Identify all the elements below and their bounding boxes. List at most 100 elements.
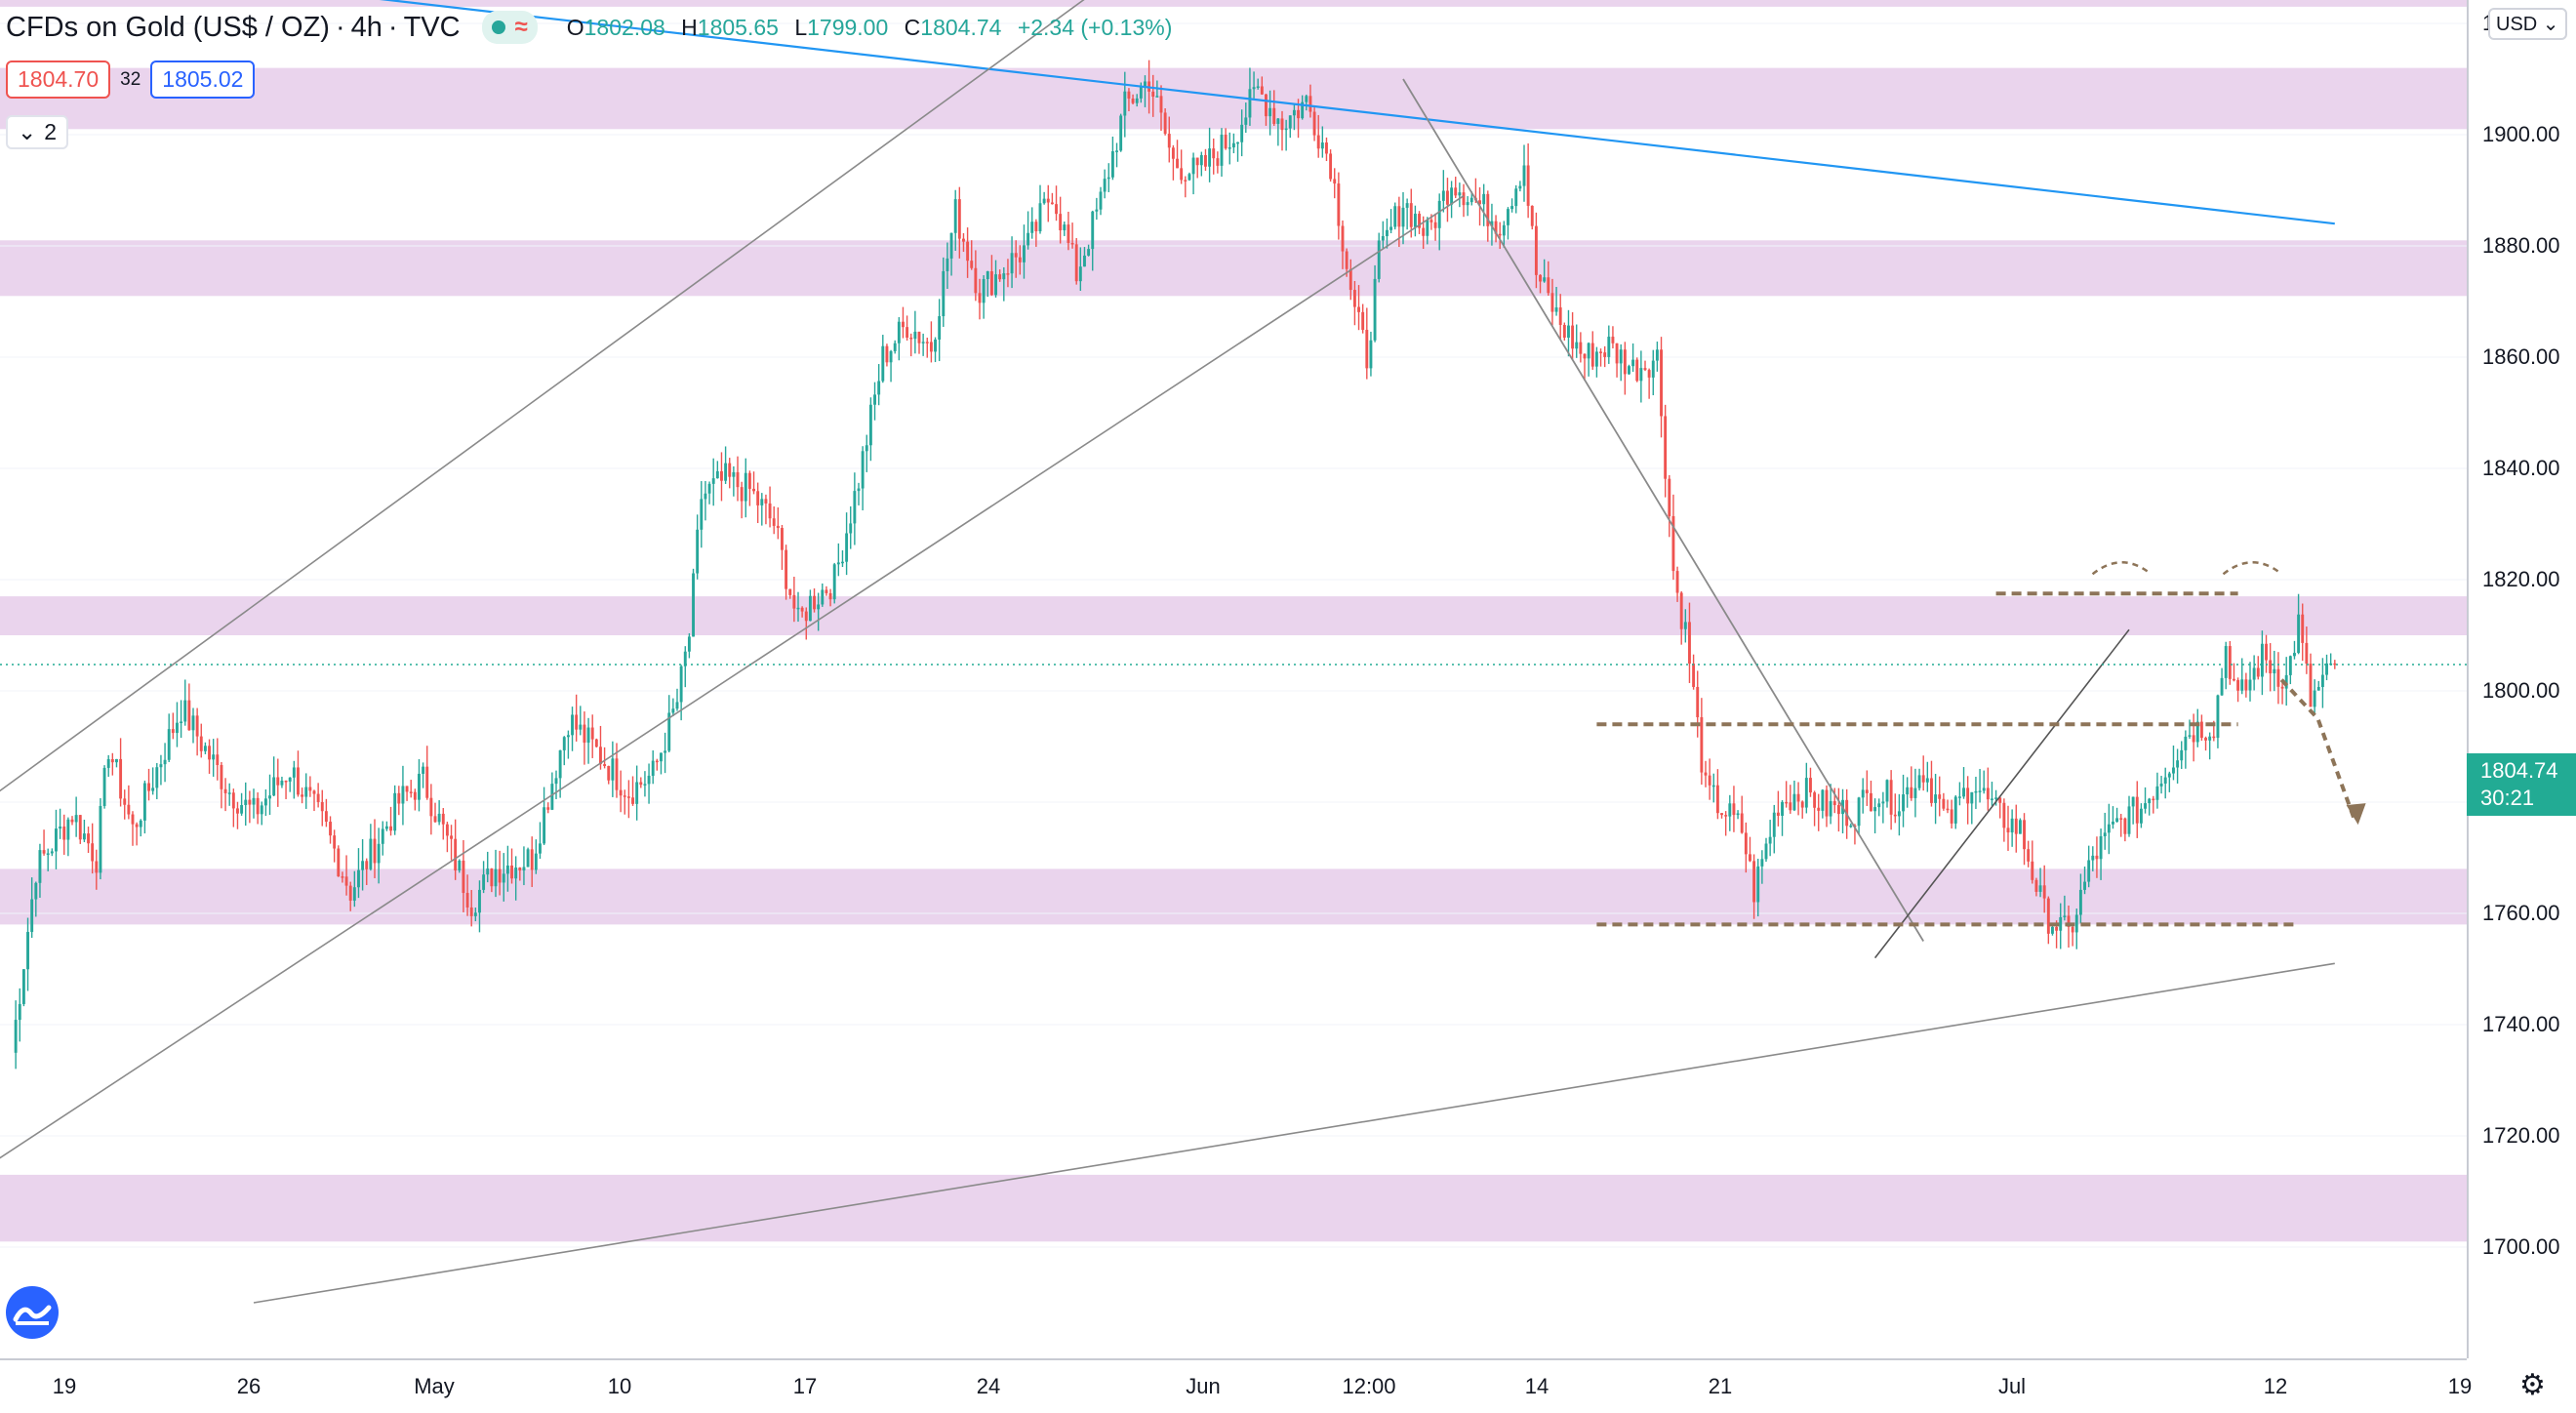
candle-body-373 <box>1514 188 1518 207</box>
symbol-title[interactable]: CFDs on Gold (US$ / OZ) <box>6 11 330 43</box>
candle-body-65 <box>272 777 276 796</box>
zone-5 <box>0 1174 2467 1242</box>
candle-body-376 <box>1526 165 1530 206</box>
candle-body-317 <box>1288 115 1292 129</box>
candle-body-301 <box>1224 135 1228 149</box>
candle-body-375 <box>1522 165 1526 186</box>
candle-body-536 <box>2172 767 2175 774</box>
close-label: C <box>904 14 921 40</box>
double-top-arc-right <box>2222 561 2283 576</box>
candle-body-43 <box>183 700 187 722</box>
candle-body-57 <box>240 805 244 814</box>
candle-body-123 <box>505 865 509 874</box>
candle-body-563 <box>2280 686 2284 689</box>
time-axis[interactable]: 19 26 May 10 17 24 Jun 12:00 14 21 Jul 12 19 <box>0 1358 2472 1413</box>
candle-body-393 <box>1594 351 1598 367</box>
candle-body-265 <box>1078 266 1082 282</box>
candle-body-338 <box>1373 278 1377 341</box>
candle-body-253 <box>1030 222 1034 233</box>
candle-body-270 <box>1099 191 1103 210</box>
candle-body-509 <box>2063 915 2067 917</box>
candle-body-226 <box>921 342 925 343</box>
candle-body-15 <box>70 819 74 823</box>
candle-body-86 <box>357 869 360 888</box>
interval-label[interactable]: 4h <box>350 11 382 43</box>
candle-body-2 <box>18 1003 21 1021</box>
candle-body-155 <box>635 782 639 804</box>
candle-body-109 <box>450 835 453 839</box>
candle-body-543 <box>2199 721 2203 739</box>
candle-body-132 <box>543 807 546 844</box>
candle-body-81 <box>337 848 341 877</box>
candle-body-84 <box>348 885 352 901</box>
candle-body-320 <box>1301 101 1305 119</box>
candle-body-477 <box>1934 794 1938 803</box>
candle-body-364 <box>1478 200 1481 205</box>
zone-2 <box>0 240 2467 297</box>
candle-body-480 <box>1946 808 1950 811</box>
candle-body-280 <box>1139 86 1143 99</box>
price-tick-3: 1760.00 <box>2482 901 2560 925</box>
candle-body-351 <box>1426 220 1429 236</box>
candle-body-133 <box>546 807 550 810</box>
candle-body-161 <box>660 752 663 762</box>
candle-body-468 <box>1897 811 1901 817</box>
tradingview-logo-icon[interactable] <box>6 1286 59 1339</box>
candle-body-201 <box>821 589 825 605</box>
delayed-data-icon: ≈ <box>514 14 528 40</box>
candle-body-261 <box>1063 224 1067 231</box>
candle-body-74 <box>308 787 312 791</box>
candle-body-16 <box>74 815 78 823</box>
candle-body-126 <box>518 868 522 871</box>
candle-body-456 <box>1849 825 1853 828</box>
market-status-pill[interactable]: ≈ <box>481 11 538 44</box>
sell-button[interactable]: 1804.70 <box>6 61 111 99</box>
candle-body-69 <box>288 777 292 782</box>
ohlc-values: O1802.08 H1805.65 L1799.00 C1804.74 +2.3… <box>567 15 1183 41</box>
candle-body-145 <box>594 739 598 747</box>
candle-body-286 <box>1163 112 1167 135</box>
candle-body-169 <box>692 573 695 637</box>
candle-body-568 <box>2301 614 2305 643</box>
candle-body-515 <box>2087 860 2091 882</box>
candle-body-413 <box>1675 571 1679 593</box>
time-tick-7: 12:00 <box>1342 1374 1396 1398</box>
candle-body-440 <box>1785 801 1789 804</box>
candle-body-294 <box>1195 157 1199 166</box>
candle-body-148 <box>607 766 611 781</box>
candle-body-304 <box>1236 141 1239 144</box>
candle-body-30 <box>131 814 135 825</box>
chart-area[interactable] <box>0 0 2467 1358</box>
price-tick-0: 1700.00 <box>2482 1234 2560 1259</box>
candle-body-496 <box>2010 818 2014 833</box>
candle-body-215 <box>877 381 881 395</box>
candle-body-464 <box>1881 801 1885 804</box>
candle-body-303 <box>1231 142 1235 148</box>
candle-body-337 <box>1369 340 1373 369</box>
currency-selector[interactable]: USD ⌄ <box>2488 8 2567 40</box>
indicators-toggle[interactable]: ⌄ 2 <box>6 115 69 149</box>
price-axis[interactable]: 1700.001720.001740.001760.001780.001800.… <box>2467 0 2576 1358</box>
candlestick-chart[interactable] <box>0 0 2467 1358</box>
projection-arrow-head <box>2346 803 2366 826</box>
candle-body-255 <box>1038 203 1042 232</box>
candle-body-494 <box>2002 802 2006 828</box>
candle-body-342 <box>1389 226 1393 230</box>
candle-body-380 <box>1543 277 1547 282</box>
candle-body-350 <box>1422 227 1426 236</box>
candle-body-507 <box>2055 926 2059 931</box>
candle-body-127 <box>522 867 526 871</box>
blue-trendline <box>379 0 2335 225</box>
candle-body-362 <box>1469 197 1473 203</box>
price-tick-6: 1820.00 <box>2482 567 2560 591</box>
candle-body-242 <box>986 270 989 279</box>
candle-body-555 <box>2248 679 2252 691</box>
gear-icon[interactable]: ⚙ <box>2519 1369 2546 1401</box>
candle-body-229 <box>934 339 937 352</box>
candle-body-527 <box>2135 796 2139 824</box>
candle-body-192 <box>785 549 788 589</box>
candle-body-518 <box>2099 835 2103 860</box>
candle-body-175 <box>715 470 719 479</box>
time-tick-4: 17 <box>792 1374 818 1398</box>
buy-button[interactable]: 1805.02 <box>150 61 256 99</box>
